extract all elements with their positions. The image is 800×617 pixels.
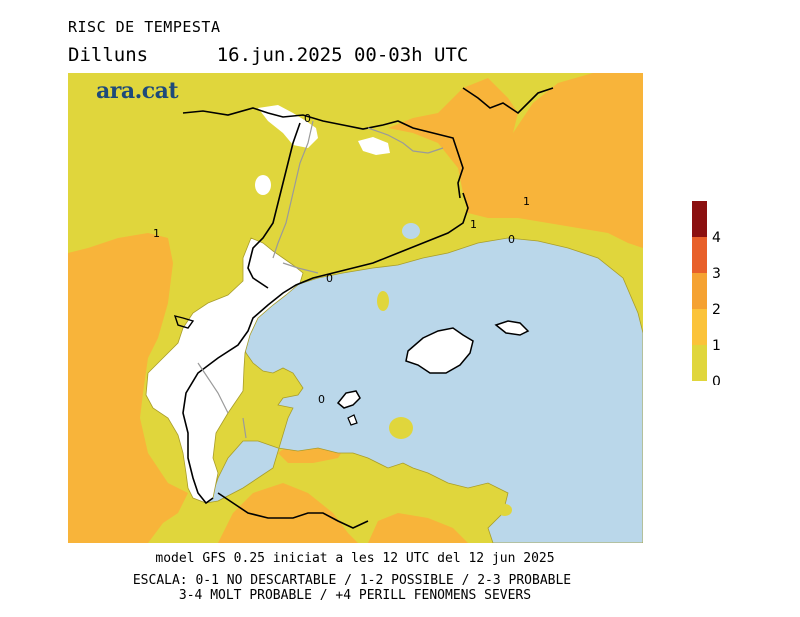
datetime-label: 16.jun.2025 00-03h UTC xyxy=(216,44,469,66)
no-risk-north-2 xyxy=(358,137,390,155)
legend-label-4: 4 xyxy=(712,230,721,246)
model-info: model GFS 0.25 iniciat a les 12 UTC del … xyxy=(155,551,555,566)
contour-label-coast-east: 0 xyxy=(508,233,515,246)
legend-label-2: 2 xyxy=(712,302,721,318)
coastline xyxy=(182,192,469,505)
scale-line-2: 3-4 MOLT PROBABLE / +4 PERILL FENOMENS S… xyxy=(178,588,532,603)
contour-label-north: 0 xyxy=(304,112,311,125)
risk-1-2-northeast xyxy=(388,73,643,248)
contour-label-northeast-a: 1 xyxy=(523,195,530,208)
border-southwest xyxy=(173,315,195,329)
legend-swatch-3 xyxy=(692,237,707,273)
legend-swatch-0 xyxy=(692,345,707,381)
day-label: Dilluns xyxy=(68,44,149,66)
risk-legend: 0 1 2 3 4 xyxy=(692,201,721,385)
legend-swatch-4 xyxy=(692,201,707,237)
land-blob-3 xyxy=(377,291,389,311)
risk-1-2-west xyxy=(68,233,188,543)
mediterranean-sea xyxy=(205,237,643,543)
island-mallorca xyxy=(405,327,474,374)
legend-swatch-1 xyxy=(692,309,707,345)
risk-1-2-south-center xyxy=(218,483,358,543)
storm-risk-map: 1 0 1 1 0 0 0 xyxy=(68,73,643,543)
contour-label-northeast-b: 1 xyxy=(470,218,477,231)
border-north xyxy=(182,107,464,199)
legend-label-1: 1 xyxy=(712,338,721,354)
scale-line-1: ESCALA: 0-1 NO DESCARTABLE / 1-2 POSSIBL… xyxy=(132,573,572,588)
border-inland xyxy=(247,122,301,289)
no-risk-blob xyxy=(255,175,271,195)
region-borders xyxy=(197,120,444,439)
ara-cat-logo: ara.cat xyxy=(96,78,179,104)
legend-label-0: 0 xyxy=(712,374,721,385)
land-blob-2 xyxy=(400,480,420,496)
island-ibiza xyxy=(336,390,361,409)
contour-label-coast-valencia: 0 xyxy=(326,272,333,285)
no-risk-north-1 xyxy=(258,105,318,148)
island-formentera xyxy=(347,414,358,426)
border-pyrenees xyxy=(462,87,554,115)
sea-blob-1 xyxy=(402,223,420,239)
land-blob-4 xyxy=(498,504,512,516)
island-menorca xyxy=(494,320,530,336)
legend-swatch-2 xyxy=(692,273,707,309)
land-blob-1 xyxy=(389,417,413,439)
contour-label-south: 0 xyxy=(318,393,325,406)
map-heading: RISC DE TEMPESTA xyxy=(68,18,221,36)
contour-label-west: 1 xyxy=(153,227,160,240)
border-south xyxy=(217,492,369,529)
legend-label-3: 3 xyxy=(712,266,721,282)
risk-1-2-south-east xyxy=(368,513,468,543)
map-datetime-line: Dilluns 16.jun.2025 00-03h UTC xyxy=(68,44,468,66)
